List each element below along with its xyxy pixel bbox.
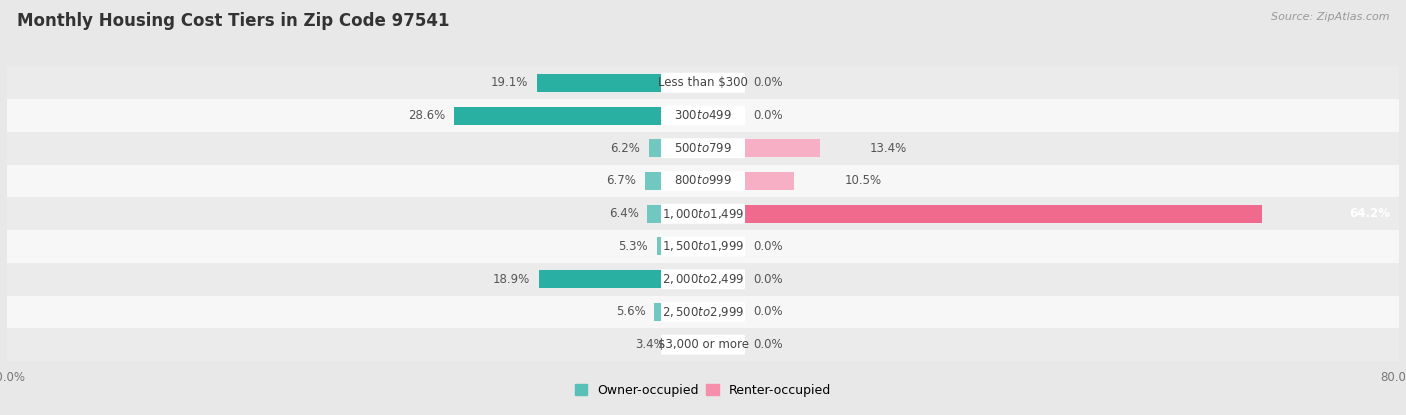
Bar bbox=[647, 205, 662, 223]
Text: 19.1%: 19.1% bbox=[491, 76, 529, 89]
FancyBboxPatch shape bbox=[7, 132, 1399, 165]
Text: 6.4%: 6.4% bbox=[609, 207, 638, 220]
Text: $2,500 to $2,999: $2,500 to $2,999 bbox=[662, 305, 744, 319]
FancyBboxPatch shape bbox=[661, 138, 745, 158]
FancyBboxPatch shape bbox=[661, 334, 745, 355]
Text: 0.0%: 0.0% bbox=[754, 338, 783, 351]
Text: $3,000 or more: $3,000 or more bbox=[658, 338, 748, 351]
FancyBboxPatch shape bbox=[661, 237, 745, 256]
FancyBboxPatch shape bbox=[661, 105, 745, 125]
Bar bbox=[744, 205, 1261, 223]
Text: 5.6%: 5.6% bbox=[616, 305, 645, 318]
Text: $1,000 to $1,499: $1,000 to $1,499 bbox=[662, 207, 744, 221]
Text: Less than $300: Less than $300 bbox=[658, 76, 748, 89]
FancyBboxPatch shape bbox=[661, 73, 745, 93]
FancyBboxPatch shape bbox=[661, 204, 745, 224]
Text: $300 to $499: $300 to $499 bbox=[673, 109, 733, 122]
FancyBboxPatch shape bbox=[7, 263, 1399, 295]
Text: Source: ZipAtlas.com: Source: ZipAtlas.com bbox=[1271, 12, 1389, 22]
FancyBboxPatch shape bbox=[7, 66, 1399, 99]
Text: $1,500 to $1,999: $1,500 to $1,999 bbox=[662, 239, 744, 254]
Text: $800 to $999: $800 to $999 bbox=[673, 174, 733, 188]
Text: 0.0%: 0.0% bbox=[754, 273, 783, 286]
Bar bbox=[537, 74, 662, 92]
Bar bbox=[650, 139, 662, 157]
Text: 10.5%: 10.5% bbox=[845, 174, 882, 188]
Bar bbox=[654, 303, 662, 321]
Text: 0.0%: 0.0% bbox=[754, 109, 783, 122]
Bar bbox=[744, 172, 794, 190]
FancyBboxPatch shape bbox=[661, 171, 745, 191]
Text: 3.4%: 3.4% bbox=[636, 338, 665, 351]
FancyBboxPatch shape bbox=[7, 165, 1399, 198]
Bar bbox=[538, 270, 662, 288]
FancyBboxPatch shape bbox=[7, 328, 1399, 361]
Text: $500 to $799: $500 to $799 bbox=[673, 142, 733, 155]
Text: 0.0%: 0.0% bbox=[754, 76, 783, 89]
FancyBboxPatch shape bbox=[661, 302, 745, 322]
FancyBboxPatch shape bbox=[7, 230, 1399, 263]
Bar bbox=[744, 139, 820, 157]
Text: 0.0%: 0.0% bbox=[754, 305, 783, 318]
Text: 6.2%: 6.2% bbox=[610, 142, 640, 155]
Bar bbox=[657, 237, 662, 256]
Bar bbox=[645, 172, 662, 190]
Text: 0.0%: 0.0% bbox=[754, 240, 783, 253]
FancyBboxPatch shape bbox=[7, 99, 1399, 132]
Legend: Owner-occupied, Renter-occupied: Owner-occupied, Renter-occupied bbox=[569, 379, 837, 402]
Text: 5.3%: 5.3% bbox=[619, 240, 648, 253]
FancyBboxPatch shape bbox=[661, 269, 745, 289]
Text: 28.6%: 28.6% bbox=[408, 109, 446, 122]
Text: 64.2%: 64.2% bbox=[1350, 207, 1391, 220]
Text: $2,000 to $2,499: $2,000 to $2,499 bbox=[662, 272, 744, 286]
Bar bbox=[662, 336, 673, 354]
Bar bbox=[454, 107, 662, 124]
FancyBboxPatch shape bbox=[7, 198, 1399, 230]
Text: 18.9%: 18.9% bbox=[492, 273, 530, 286]
Text: 13.4%: 13.4% bbox=[869, 142, 907, 155]
Text: 6.7%: 6.7% bbox=[606, 174, 636, 188]
Text: Monthly Housing Cost Tiers in Zip Code 97541: Monthly Housing Cost Tiers in Zip Code 9… bbox=[17, 12, 450, 30]
FancyBboxPatch shape bbox=[7, 295, 1399, 328]
